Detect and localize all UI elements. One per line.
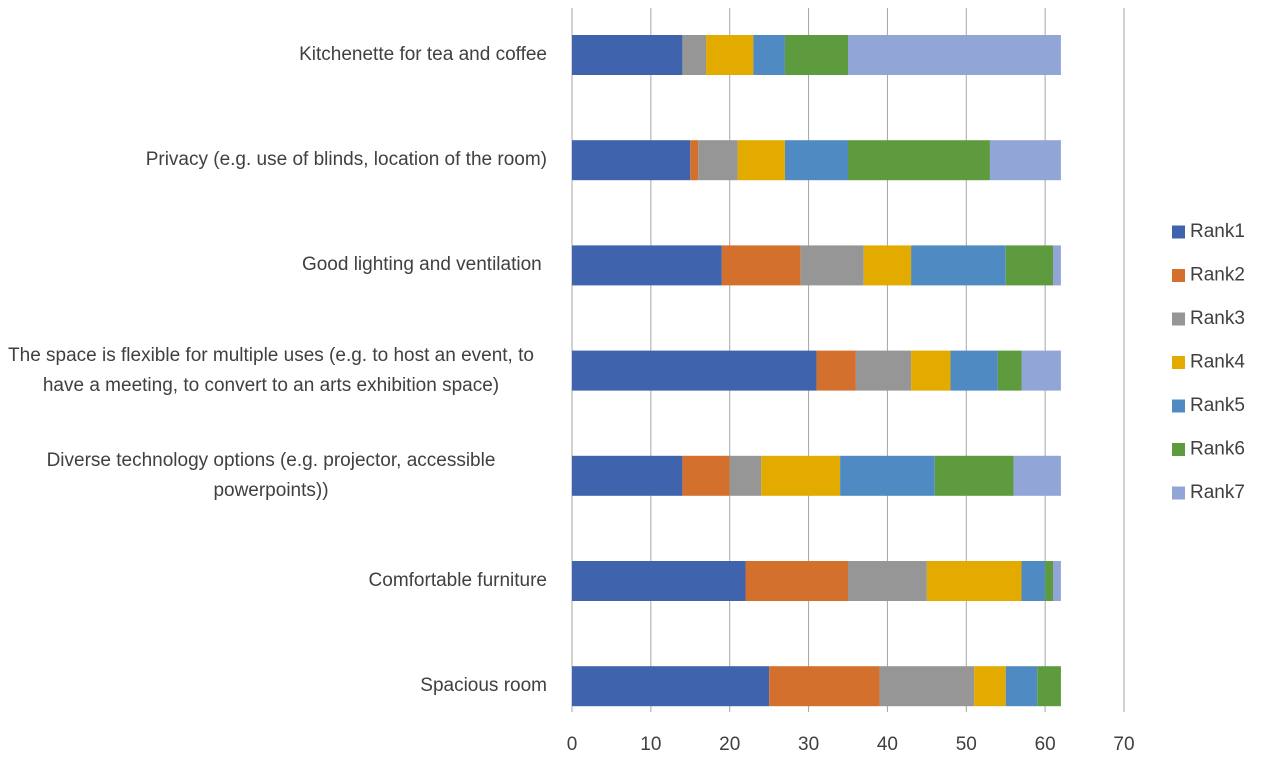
y-tick-label: Privacy (e.g. use of blinds, location of…	[145, 149, 547, 171]
x-tick-label: 20	[719, 734, 740, 755]
legend-swatch	[1172, 312, 1185, 326]
bar-segment	[729, 455, 762, 496]
y-tick-label: Diverse technology options (e.g. project…	[46, 449, 501, 501]
bar-segment	[1013, 455, 1061, 496]
bar-segment	[816, 350, 856, 391]
bar-segment	[572, 455, 683, 496]
x-tick-label: 10	[640, 734, 661, 755]
y-tick-label: Comfortable furniture	[368, 570, 547, 591]
bar-segment	[911, 245, 1006, 286]
category-label-box: Good lighting and ventilation	[0, 250, 547, 280]
bar-segment	[572, 561, 746, 601]
legend-swatch	[1172, 486, 1185, 500]
category-label-box: Kitchenette for tea and coffee	[0, 40, 547, 70]
bar-segment	[855, 350, 912, 391]
bar-segment	[1053, 561, 1061, 601]
bar-segment	[737, 140, 785, 181]
bar-segment	[721, 245, 801, 286]
legend-label: Rank2	[1190, 265, 1245, 286]
bar-segment	[1045, 561, 1054, 601]
bar-segment	[753, 35, 785, 75]
bar-segment	[848, 140, 990, 181]
bar-segment	[863, 245, 912, 286]
bar-segment	[706, 35, 754, 75]
category-label-box: Diverse technology options (e.g. project…	[0, 446, 547, 506]
y-tick-label: Good lighting and ventilation	[301, 254, 547, 276]
bar-segment	[572, 245, 722, 286]
y-tick-label: The space is flexible for multiple uses …	[8, 344, 540, 396]
x-tick-label: 40	[877, 734, 898, 755]
bar-segment	[800, 245, 864, 286]
bar-segment	[1021, 561, 1046, 601]
bar-segment	[848, 561, 927, 601]
bar-segment	[682, 35, 707, 75]
x-tick-label: 0	[567, 734, 578, 755]
legend-swatch	[1172, 269, 1185, 282]
x-tick-label: 70	[1113, 734, 1134, 755]
category-label-box: The space is flexible for multiple uses …	[0, 341, 547, 401]
legend-label: Rank1	[1190, 221, 1245, 242]
bar-segment	[690, 140, 699, 181]
legend-label: Rank7	[1190, 482, 1245, 503]
bar-segment	[911, 350, 951, 391]
bar-segment	[848, 35, 1061, 75]
bar-segment	[572, 35, 683, 75]
bar-segment	[769, 666, 880, 707]
bar-segment	[989, 140, 1061, 181]
legend-label: Rank5	[1190, 395, 1245, 416]
category-label-box: Comfortable furniture	[0, 566, 547, 596]
bar-segment	[572, 666, 770, 707]
y-tick-label: Spacious room	[420, 675, 547, 697]
bar-segment	[784, 35, 848, 75]
legend-label: Rank4	[1190, 352, 1245, 373]
bar-segment	[934, 455, 1014, 496]
bar-segment	[926, 561, 1022, 601]
category-label-box: Spacious room	[0, 671, 547, 701]
bar-segment	[879, 666, 975, 707]
legend-label: Rank3	[1190, 308, 1245, 329]
bar-segment	[840, 455, 935, 496]
legend-swatch	[1172, 443, 1185, 456]
bar-segment	[784, 140, 848, 181]
x-tick-label: 30	[798, 734, 819, 755]
x-tick-label: 60	[1035, 734, 1056, 755]
legend-label: Rank6	[1190, 439, 1245, 460]
category-label-box: Privacy (e.g. use of blinds, location of…	[0, 145, 547, 175]
legend-swatch	[1172, 356, 1185, 369]
bar-segment	[572, 140, 691, 181]
bar-segment	[950, 350, 998, 391]
bar-segment	[1005, 245, 1054, 286]
bar-segment	[997, 350, 1022, 391]
legend-swatch	[1172, 399, 1185, 413]
bar-segment	[682, 455, 730, 496]
bar-segment	[1021, 350, 1061, 391]
bar-segment	[1005, 666, 1038, 707]
bar-segment	[1053, 245, 1061, 286]
bar-segment	[1037, 666, 1061, 707]
bar-segment	[761, 455, 841, 496]
legend-swatch	[1172, 225, 1185, 239]
bar-segment	[572, 350, 817, 391]
x-tick-label: 50	[956, 734, 977, 755]
bar-segment	[974, 666, 1006, 707]
bar-segment	[745, 561, 848, 601]
y-tick-label: Kitchenette for tea and coffee	[299, 44, 547, 65]
bar-segment	[698, 140, 738, 181]
